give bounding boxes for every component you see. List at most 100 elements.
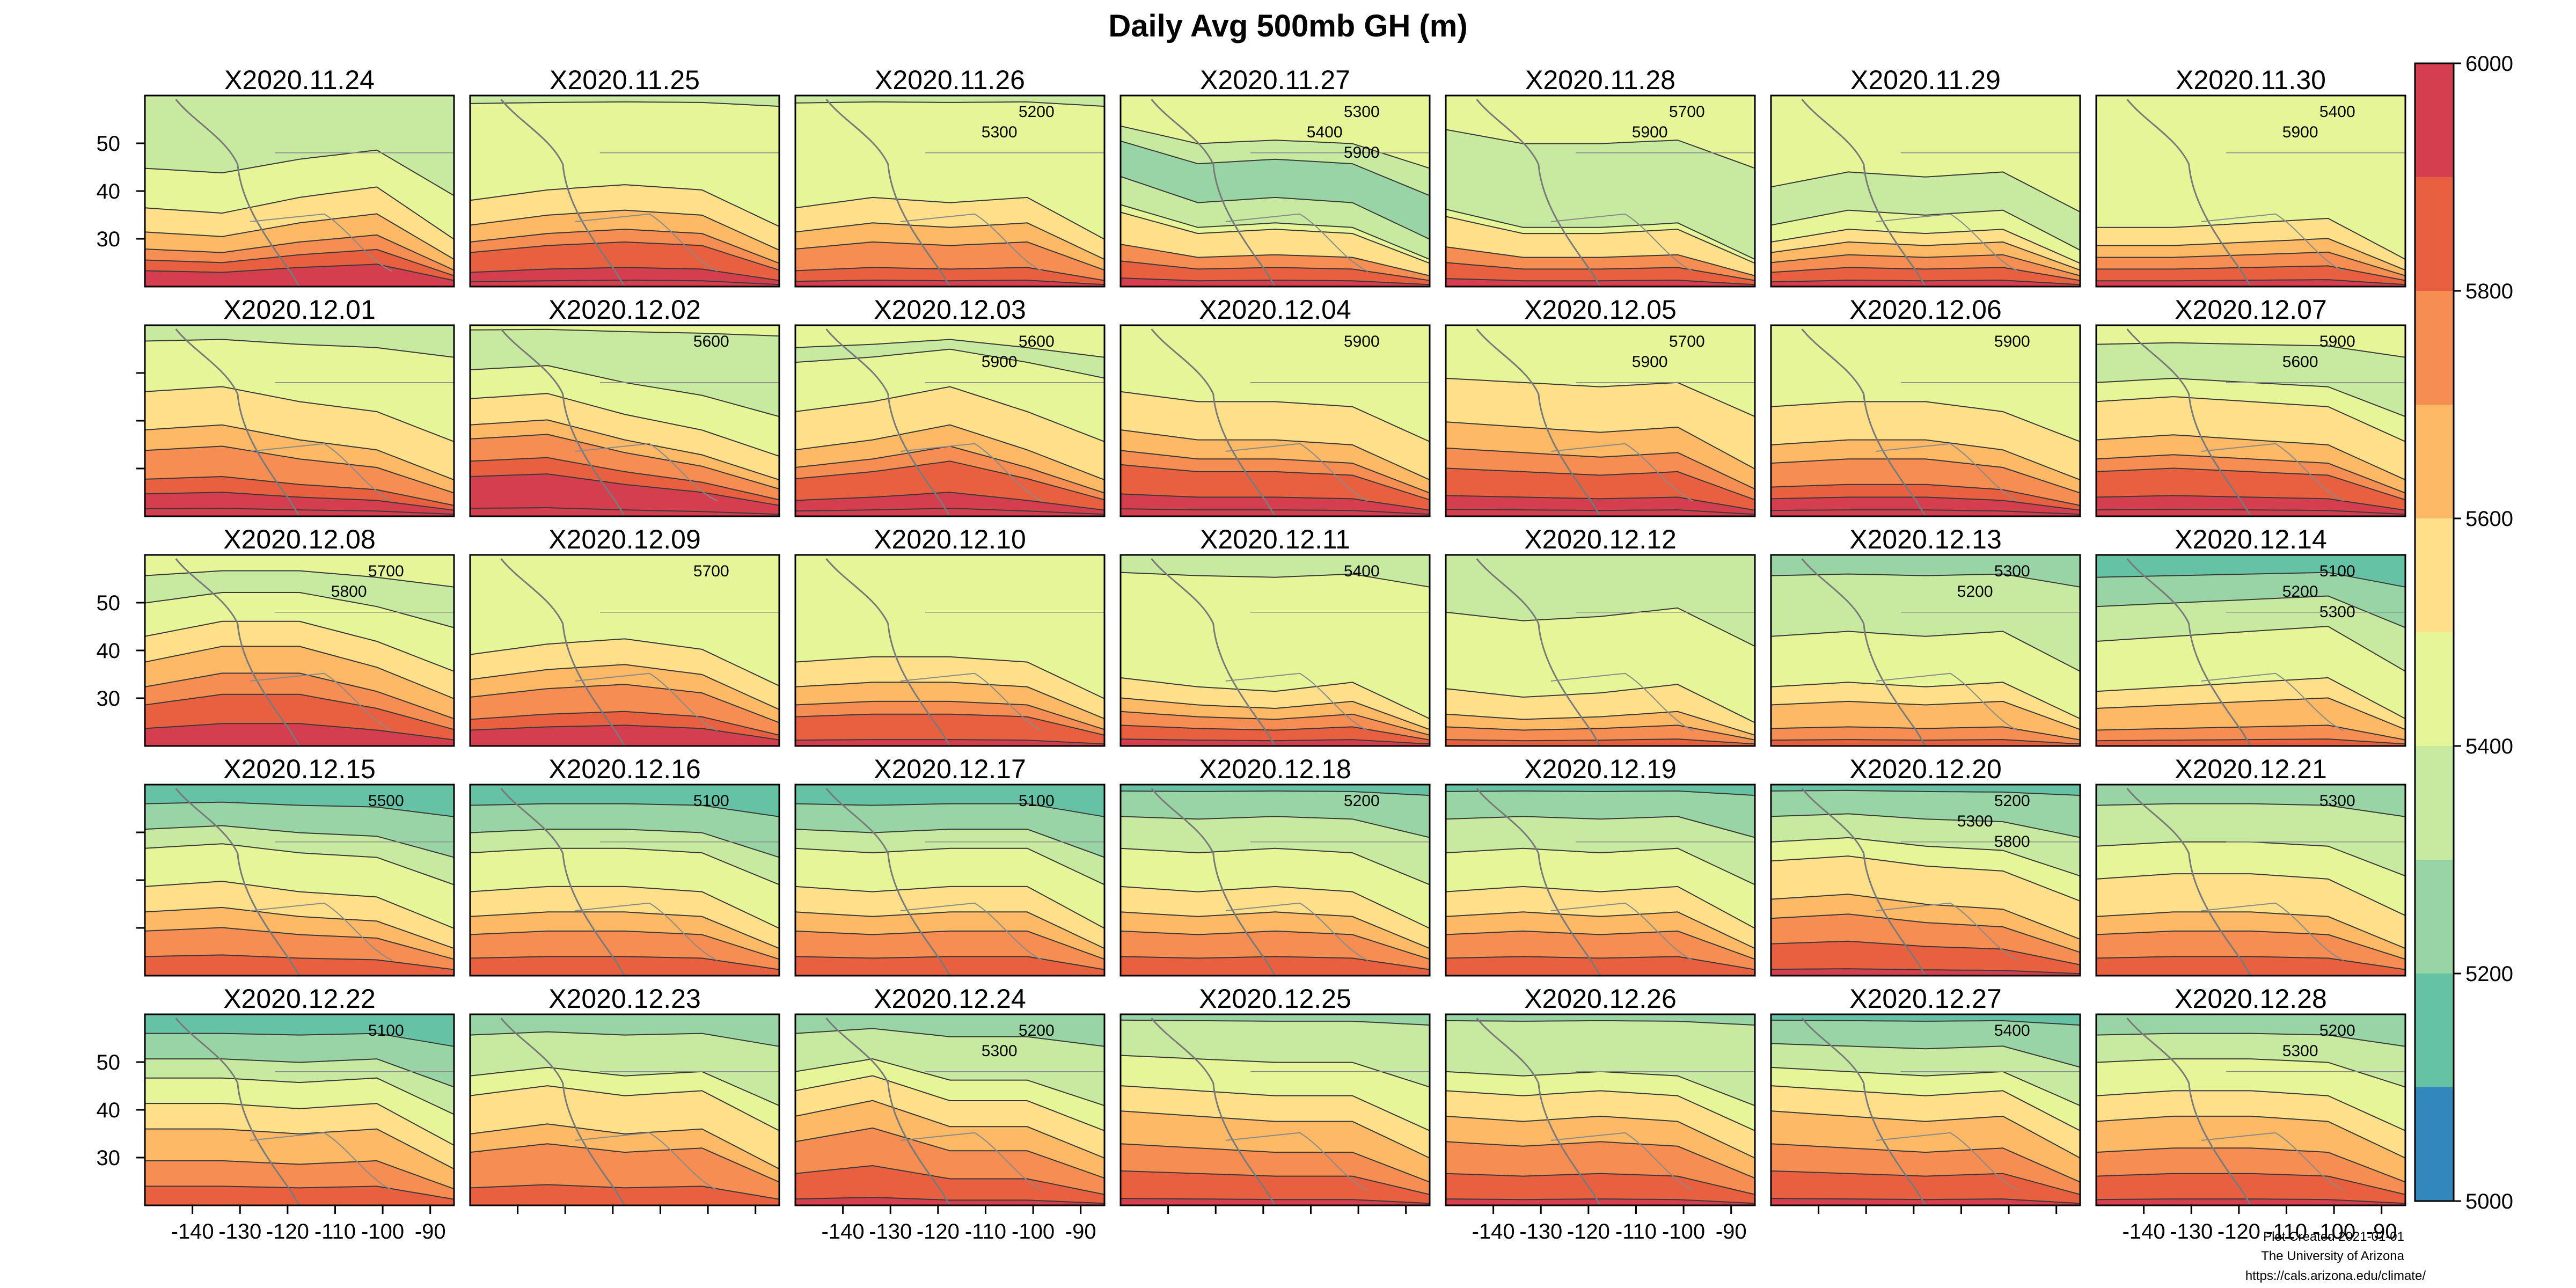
contour-line bbox=[795, 803, 1104, 817]
contour-line bbox=[470, 956, 779, 970]
lon-tick-label: -130 bbox=[2170, 1220, 2213, 1243]
panel-title: X2020.11.25 bbox=[550, 65, 700, 95]
contour-line bbox=[795, 930, 1104, 960]
contour-label: 5900 bbox=[982, 353, 1018, 371]
field-band bbox=[795, 325, 1104, 336]
panel: X2020.12.02 bbox=[469, 295, 780, 517]
contour-line bbox=[1446, 816, 1755, 838]
contour-line bbox=[1771, 1198, 2080, 1204]
contour-line bbox=[2096, 595, 2405, 628]
border-line bbox=[250, 902, 393, 961]
panel-title: X2020.12.23 bbox=[548, 984, 701, 1014]
panel-title: X2020.12.07 bbox=[2175, 295, 2327, 325]
panel-title: X2020.12.05 bbox=[1524, 295, 1677, 325]
border-line bbox=[250, 213, 393, 272]
panel-frame bbox=[469, 1013, 780, 1206]
contour-line bbox=[1121, 885, 1430, 929]
panel-field bbox=[1446, 1014, 1755, 1205]
contour-line bbox=[795, 1058, 1104, 1107]
border-line bbox=[1550, 902, 1694, 961]
contour-line bbox=[2096, 626, 2405, 672]
field-band bbox=[470, 785, 779, 796]
panel-title: X2020.12.03 bbox=[874, 295, 1026, 325]
contour-label: 5300 bbox=[982, 1042, 1018, 1060]
contour-label: 5800 bbox=[331, 583, 367, 601]
contour-label: 5400 bbox=[2319, 103, 2355, 121]
contour-line bbox=[1771, 1043, 2080, 1068]
contour-line bbox=[795, 1100, 1104, 1159]
panel: X2020.12.13 bbox=[1770, 524, 2081, 747]
contour-label: 5700 bbox=[1669, 333, 1705, 350]
contour-line bbox=[1771, 229, 2080, 264]
lat-tick-label: 40 bbox=[97, 180, 121, 203]
border-line bbox=[2201, 443, 2344, 502]
contour-line bbox=[1446, 911, 1755, 949]
panel-title: X2020.12.02 bbox=[548, 295, 701, 325]
colorbar-label: 5400 bbox=[2465, 735, 2513, 758]
lon-tick-label: -140 bbox=[822, 1220, 865, 1243]
panel-frame bbox=[1445, 1013, 1756, 1206]
field-band bbox=[1771, 325, 2080, 336]
contour-line bbox=[2096, 911, 2405, 949]
contour-line bbox=[795, 508, 1104, 515]
contour-line bbox=[470, 328, 779, 337]
contour-line bbox=[1771, 968, 2080, 975]
contour-line bbox=[795, 1165, 1104, 1195]
panel-frame bbox=[2095, 1013, 2406, 1206]
field-band bbox=[470, 1014, 779, 1026]
field-band bbox=[145, 96, 454, 107]
contour-line bbox=[2096, 956, 2405, 970]
contour-line bbox=[1121, 1055, 1430, 1088]
border-line bbox=[250, 1132, 393, 1191]
contour-line bbox=[470, 885, 779, 929]
colorbar-swatch bbox=[2415, 746, 2454, 860]
panel-frame bbox=[1770, 1013, 2081, 1206]
coastline bbox=[2126, 328, 2252, 516]
panel-title: X2020.12.04 bbox=[1199, 295, 1351, 325]
contour-label: 5600 bbox=[1019, 333, 1055, 350]
contour-line bbox=[1771, 1110, 2080, 1159]
panel-title: X2020.12.08 bbox=[223, 524, 376, 554]
contour-line bbox=[795, 280, 1104, 286]
contour-line bbox=[145, 1160, 454, 1190]
contour-line bbox=[470, 684, 779, 723]
contour-line bbox=[1121, 711, 1430, 736]
contour-line bbox=[145, 264, 454, 281]
contour-line bbox=[470, 1066, 779, 1107]
contour-line bbox=[1771, 631, 2080, 672]
contour-label: 5300 bbox=[2319, 792, 2355, 810]
contour-line bbox=[1771, 509, 2080, 515]
contour-line bbox=[145, 843, 454, 885]
contour-line bbox=[470, 184, 779, 227]
contour-line bbox=[1446, 930, 1755, 960]
contour-line bbox=[1771, 855, 2080, 902]
contour-label: 5600 bbox=[2282, 353, 2318, 371]
contour-line bbox=[470, 1085, 779, 1131]
colorbar-label: 5200 bbox=[2465, 962, 2513, 986]
contour-line bbox=[1446, 278, 1755, 286]
contour-line bbox=[1771, 267, 2080, 281]
panel-field bbox=[1446, 96, 1755, 287]
contour-label: 5100 bbox=[693, 792, 729, 810]
contour-line bbox=[1446, 246, 1755, 276]
field-band bbox=[145, 325, 454, 336]
contour-line bbox=[1771, 813, 2080, 838]
contour-line bbox=[470, 1031, 779, 1047]
field-band bbox=[2096, 1014, 2405, 1026]
contour-line bbox=[2096, 279, 2405, 286]
contour-line bbox=[1121, 847, 1430, 885]
lat-tick-label: 50 bbox=[97, 1051, 121, 1074]
lon-tick-label: -120 bbox=[1567, 1220, 1610, 1243]
panel-frame bbox=[469, 94, 780, 288]
contour-line bbox=[795, 101, 1104, 107]
panel-field bbox=[2096, 325, 2405, 516]
lon-tick-label: -120 bbox=[917, 1220, 960, 1243]
contour-line bbox=[1771, 209, 2080, 251]
panel: X2020.12.09 bbox=[469, 524, 780, 747]
contour-line bbox=[1771, 171, 2080, 213]
border-line bbox=[1550, 672, 1694, 731]
lon-tick-label: -90 bbox=[415, 1220, 446, 1243]
lon-tick-label: -110 bbox=[2266, 1220, 2307, 1243]
contour-line bbox=[145, 592, 454, 628]
contour-line bbox=[795, 713, 1104, 736]
